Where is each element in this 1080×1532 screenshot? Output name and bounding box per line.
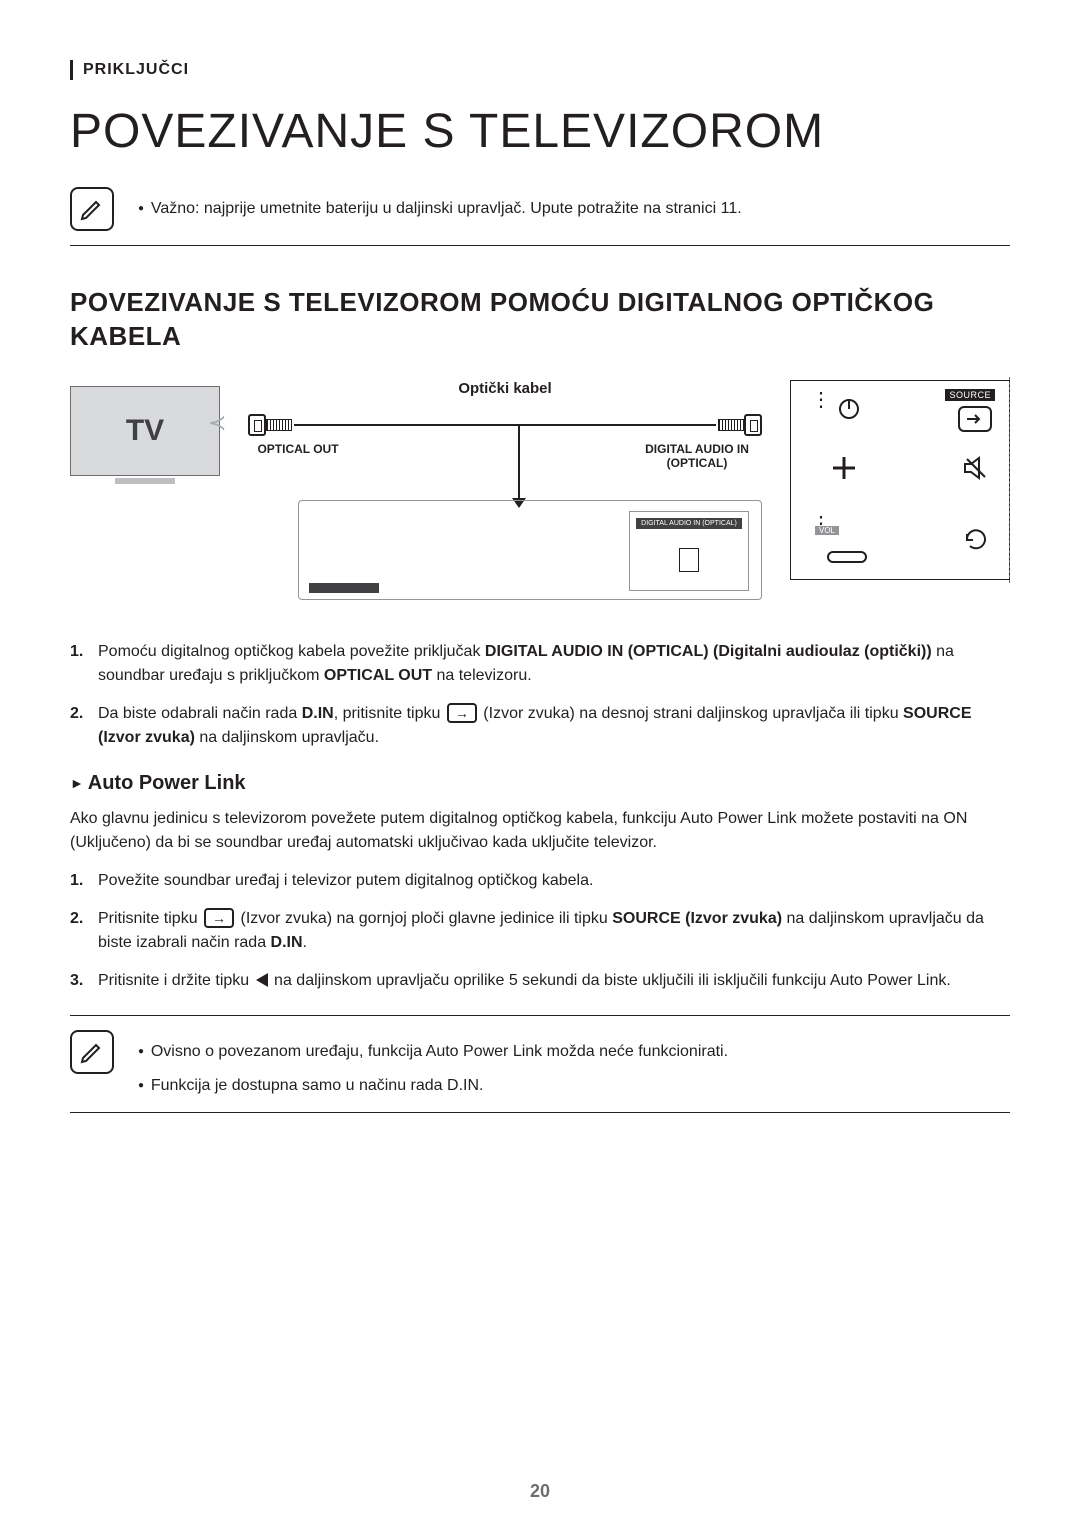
cable-top-label: Optički kabel [458, 380, 551, 397]
right-port-label: DIGITAL AUDIO IN (OPTICAL) [622, 442, 772, 471]
apl-step1: Povežite soundbar uređaj i televizor put… [98, 869, 1010, 893]
tv-label: TV [70, 386, 220, 476]
subheading: POVEZIVANJE S TELEVIZOROM POMOĆU DIGITAL… [70, 286, 1010, 354]
source-inline-icon [204, 908, 234, 928]
apl-step3: Pritisnite i držite tipku na daljinskom … [98, 969, 1010, 993]
top-note-text: Važno: najprije umetnite bateriju u dalj… [138, 197, 742, 221]
apl-step2: Pritisnite tipku (Izvor zvuka) na gornjo… [98, 907, 1010, 955]
page-title: POVEZIVANJE S TELEVIZOROM [70, 104, 1010, 159]
repeat-icon [961, 524, 991, 559]
mute-icon [961, 453, 991, 488]
pencil-note-icon [70, 187, 114, 231]
remote-illustration: SOURCE ⋮ ⋮ VOL [790, 380, 1010, 580]
steps-list-1: 1. Pomoću digitalnog optičkog kabela pov… [70, 640, 1010, 750]
top-note-block: Važno: najprije umetnite bateriju u dalj… [70, 187, 1010, 246]
zigzag-icon: ≺ [208, 410, 222, 436]
section-label: PRIKLJUČCI [70, 60, 1010, 80]
remote-oval-icon [827, 551, 867, 563]
step-number: 2. [70, 907, 98, 955]
apl-intro: Ako glavnu jedinicu s televizorom poveže… [70, 807, 1010, 855]
unit-port-label: DIGITAL AUDIO IN (OPTICAL) [636, 518, 742, 530]
source-inline-icon [447, 703, 477, 723]
plus-icon [827, 451, 861, 490]
tv-illustration: TV [70, 380, 220, 484]
power-icon [835, 395, 863, 428]
auto-power-link-heading: Auto Power Link [70, 772, 1010, 795]
left-port-label: OPTICAL OUT [238, 442, 358, 456]
bottom-note-1: Ovisno o povezanom uređaju, funkcija Aut… [138, 1040, 728, 1064]
step-number: 1. [70, 640, 98, 688]
bottom-note-2: Funkcija je dostupna samo u načinu rada … [138, 1074, 728, 1098]
remote-source-label: SOURCE [945, 389, 995, 401]
connection-diagram: TV ≺ Optički kabel OPTICAL OUT DIGITAL A… [70, 380, 1010, 600]
remote-vol-label: VOL [815, 526, 839, 535]
optical-plug-right-icon [744, 414, 762, 436]
cable-connector-left-icon [266, 419, 292, 431]
step2-text: Da biste odabrali način rada D.IN, priti… [98, 702, 1010, 750]
step-number: 2. [70, 702, 98, 750]
steps-list-2: 1. Povežite soundbar uređaj i televizor … [70, 869, 1010, 993]
step1-text: Pomoću digitalnog optičkog kabela poveži… [98, 640, 1010, 688]
step-number: 1. [70, 869, 98, 893]
optical-plug-left-icon [248, 414, 266, 436]
cable-connector-right-icon [718, 419, 744, 431]
page-number: 20 [0, 1481, 1080, 1502]
cable-area: ≺ Optički kabel OPTICAL OUT DIGITAL AUDI… [238, 380, 772, 600]
bottom-note-block: Ovisno o povezanom uređaju, funkcija Aut… [70, 1015, 1010, 1113]
step-number: 3. [70, 969, 98, 993]
left-triangle-icon [256, 973, 268, 987]
unit-port-icon [679, 548, 699, 572]
soundbar-unit: DIGITAL AUDIO IN (OPTICAL) [298, 500, 762, 600]
pencil-note-icon [70, 1030, 114, 1074]
dots-icon: ⋮ [811, 395, 831, 405]
source-button-icon [957, 405, 993, 438]
